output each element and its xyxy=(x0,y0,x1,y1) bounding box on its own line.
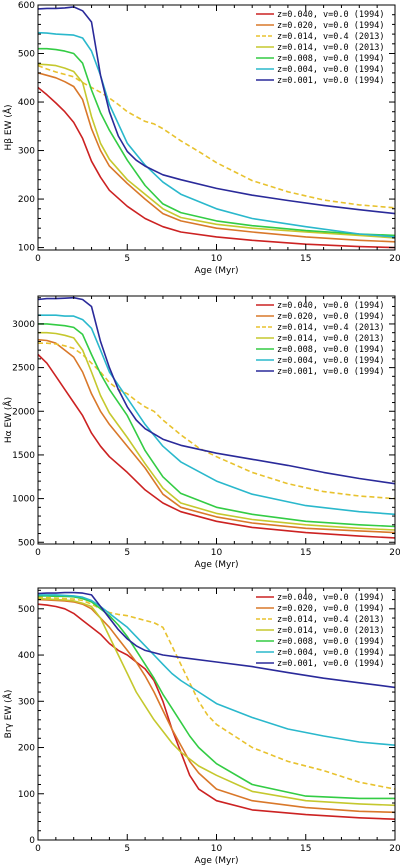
x-tick-label: 0 xyxy=(35,548,41,558)
series-line xyxy=(38,598,395,814)
y-tick-label: 2500 xyxy=(12,364,35,374)
legend: z=0.040, v=0.0 (1994)z=0.020, v=0.0 (199… xyxy=(256,10,384,86)
x-axis-label: Age (Myr) xyxy=(194,266,238,276)
y-tick-label: 1500 xyxy=(12,451,35,461)
legend: z=0.040, v=0.0 (1994)z=0.020, v=0.0 (199… xyxy=(256,593,384,669)
series-line xyxy=(38,86,395,249)
series-group xyxy=(38,296,395,539)
y-tick-label: 400 xyxy=(18,98,35,108)
chart-panel: 0 5 10 15 20 100 200 300 400 500 600 Age (Myr) Hβ EW… xyxy=(2,1,400,276)
series-line xyxy=(38,338,395,534)
legend-label: z=0.008, v=0.0 (1994) xyxy=(277,345,384,355)
series-line xyxy=(38,72,395,243)
series-group xyxy=(38,6,395,249)
legend-label: z=0.040, v=0.0 (1994) xyxy=(277,301,384,311)
legend-label: z=0.001, v=0.0 (1994) xyxy=(277,659,384,669)
x-tick-label: 10 xyxy=(211,844,223,854)
series-line xyxy=(38,64,395,209)
series-line xyxy=(38,296,395,485)
legend-label: z=0.008, v=0.0 (1994) xyxy=(277,54,384,64)
legend-label: z=0.004, v=0.0 (1994) xyxy=(277,648,384,658)
legend-label: z=0.040, v=0.0 (1994) xyxy=(277,10,384,20)
series-line xyxy=(38,31,395,238)
legend-label: z=0.014, v=0.4 (2013) xyxy=(277,32,384,42)
legend-label: z=0.014, v=0.0 (2013) xyxy=(277,43,384,53)
x-tick-label: 5 xyxy=(124,548,130,558)
series-line xyxy=(38,597,395,807)
x-tick-label: 5 xyxy=(124,844,130,854)
y-tick-label: 500 xyxy=(18,50,35,60)
x-tick-label: 15 xyxy=(300,254,311,264)
y-tick-label: 300 xyxy=(18,147,35,157)
y-tick-label: 100 xyxy=(18,790,35,800)
series-line xyxy=(38,596,395,790)
legend-label: z=0.004, v=0.0 (1994) xyxy=(277,65,384,75)
y-tick-label: 400 xyxy=(18,651,35,661)
legend-label: z=0.014, v=0.0 (2013) xyxy=(277,626,384,636)
series-line xyxy=(38,6,395,215)
y-tick-label: 3000 xyxy=(12,320,35,330)
x-tick-label: 10 xyxy=(211,548,223,558)
legend-label: z=0.020, v=0.0 (1994) xyxy=(277,21,384,31)
chart-panel: 0 5 10 15 20 500 1000 1500 2000 2500 3000 Age (Myr)… xyxy=(2,295,400,570)
x-tick-label: 0 xyxy=(35,254,41,264)
series-line xyxy=(38,342,395,500)
legend: z=0.040, v=0.0 (1994)z=0.020, v=0.0 (199… xyxy=(256,301,384,377)
series-line xyxy=(38,353,395,539)
y-tick-label: 500 xyxy=(18,538,35,548)
series-line xyxy=(38,595,395,800)
legend-label: z=0.008, v=0.0 (1994) xyxy=(277,637,384,647)
series-line xyxy=(38,314,395,516)
y-tick-label: 2000 xyxy=(12,407,35,417)
y-tick-label: 0 xyxy=(29,836,35,846)
x-tick-label: 20 xyxy=(389,548,400,558)
legend-label: z=0.014, v=0.4 (2013) xyxy=(277,615,384,625)
series-line xyxy=(38,63,395,239)
legend-label: z=0.020, v=0.0 (1994) xyxy=(277,312,384,322)
x-tick-label: 5 xyxy=(124,254,130,264)
y-tick-label: 600 xyxy=(18,1,35,11)
series-line xyxy=(38,331,395,531)
y-axis-label: Brγ EW (Å) xyxy=(2,690,14,739)
y-tick-label: 100 xyxy=(18,244,35,254)
y-tick-label: 200 xyxy=(18,195,35,205)
series-line xyxy=(38,594,395,746)
x-tick-label: 10 xyxy=(211,254,223,264)
y-tick-label: 1000 xyxy=(12,495,35,505)
x-tick-label: 20 xyxy=(389,254,400,264)
series-line xyxy=(38,591,395,689)
y-axis-label: Hα EW (Å) xyxy=(2,397,14,443)
legend-label: z=0.020, v=0.0 (1994) xyxy=(277,604,384,614)
x-tick-label: 0 xyxy=(35,844,41,854)
legend-label: z=0.004, v=0.0 (1994) xyxy=(277,356,384,366)
x-tick-label: 20 xyxy=(389,844,400,854)
series-group xyxy=(38,591,395,820)
y-axis-label: Hβ EW (Å) xyxy=(2,105,14,151)
legend-label: z=0.040, v=0.0 (1994) xyxy=(277,593,384,603)
legend-label: z=0.001, v=0.0 (1994) xyxy=(277,76,384,86)
series-line xyxy=(38,603,395,820)
x-axis-label: Age (Myr) xyxy=(194,856,238,866)
y-tick-label: 300 xyxy=(18,697,35,707)
x-tick-label: 15 xyxy=(300,548,311,558)
legend-label: z=0.014, v=0.0 (2013) xyxy=(277,334,384,344)
y-tick-label: 200 xyxy=(18,744,35,754)
x-axis-label: Age (Myr) xyxy=(194,560,238,570)
legend-label: z=0.001, v=0.0 (1994) xyxy=(277,367,384,377)
series-line xyxy=(38,323,395,528)
series-line xyxy=(38,47,395,237)
x-tick-label: 15 xyxy=(300,844,311,854)
legend-label: z=0.014, v=0.4 (2013) xyxy=(277,323,384,333)
y-tick-label: 500 xyxy=(18,605,35,615)
